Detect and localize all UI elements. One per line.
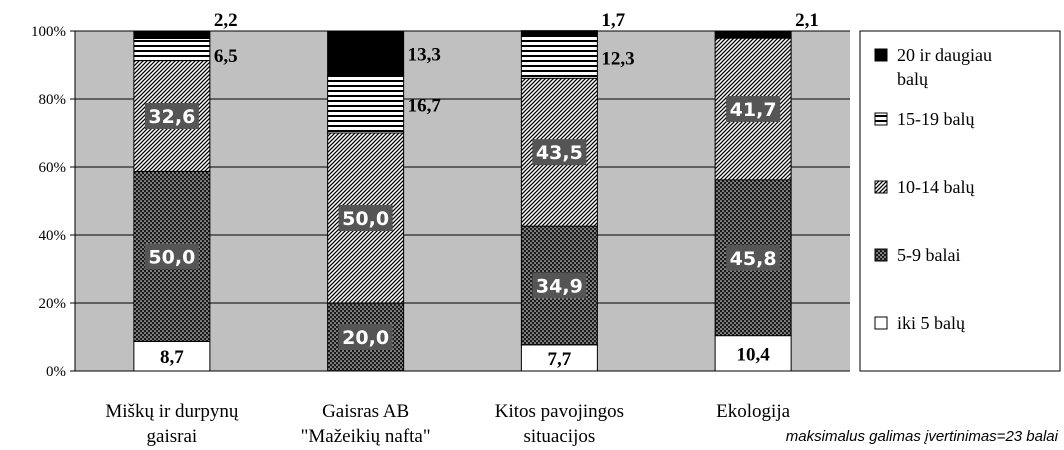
y-tick-label: 20% — [39, 296, 67, 312]
legend-swatch — [874, 112, 888, 126]
data-label: 34,9 — [536, 275, 583, 297]
data-label: 43,5 — [536, 142, 583, 164]
legend-label: 20 ir daugiau — [897, 45, 992, 65]
legend-label: iki 5 balų — [897, 313, 966, 333]
legend-swatch — [874, 316, 888, 330]
data-label-box — [532, 272, 587, 299]
legend-label: balų — [897, 69, 929, 89]
legend-swatch — [874, 248, 888, 262]
bar-segment-15-19-bal — [520, 35, 598, 79]
legend: 20 ir daugiau balų 15-19 balų 10-14 balų 5-9… — [859, 30, 1061, 372]
data-label: 2,2 — [214, 10, 238, 31]
data-label: 1,7 — [601, 10, 625, 31]
data-label: 10,4 — [737, 344, 771, 365]
data-label: 6,5 — [214, 46, 238, 67]
legend-label: 10-14 balų — [897, 177, 975, 197]
bar-segment-iki-5-bal — [133, 340, 211, 372]
data-label: 16,7 — [408, 96, 442, 117]
data-label: 50,0 — [148, 246, 195, 268]
data-label: 13,3 — [408, 45, 441, 66]
y-tick-label: 0% — [46, 364, 66, 380]
data-label: 32,6 — [148, 106, 195, 128]
bar-segment-20-ir-daugiau-bal — [133, 30, 211, 39]
data-label: 7,7 — [548, 349, 572, 370]
data-label-box — [726, 96, 781, 123]
bar-segment-iki-5-bal — [714, 335, 792, 372]
data-label-box — [726, 244, 781, 271]
data-label-box — [532, 139, 587, 166]
data-label-box — [338, 324, 393, 350]
data-label: 20,0 — [342, 327, 389, 349]
legend-label: 15-19 balų — [897, 109, 975, 129]
plot-area: 0% 20% 40% 60% 80% 100% Miškų ir durpynų gaisra… — [31, 10, 850, 447]
legend-swatch — [874, 48, 888, 62]
data-label: 12,3 — [601, 48, 634, 69]
data-label-box — [144, 243, 199, 270]
x-category-label: Ekologija — [716, 401, 790, 422]
x-category-label: Gaisras AB — [322, 401, 409, 422]
y-tick-label: 60% — [39, 160, 67, 176]
x-category-label: "Mažeikių nafta" — [301, 426, 431, 447]
data-label: 8,7 — [160, 347, 184, 368]
bar-segment-15-19-bal — [327, 75, 405, 134]
bar-segment-20-ir-daugiau-bal — [714, 30, 792, 39]
data-label: 45,8 — [730, 248, 777, 270]
bar-segment-20-ir-daugiau-bal — [327, 30, 405, 77]
y-tick-label: 40% — [39, 228, 67, 244]
x-category-label: situacijos — [523, 426, 595, 447]
x-category-label: Kitos pavojingos — [495, 401, 624, 422]
data-label-box — [338, 205, 393, 231]
bar-segment-15-19-bal — [133, 37, 211, 62]
bar-segment-20-ir-daugiau-bal — [520, 30, 598, 37]
x-category-label: gaisrai — [147, 426, 198, 447]
legend-box — [859, 30, 1061, 372]
data-label: 2,1 — [795, 10, 819, 31]
x-category-label: Miškų ir durpynų — [105, 401, 239, 422]
legend-swatch — [874, 180, 888, 194]
y-tick-label: 100% — [31, 24, 66, 40]
bar-segment-iki-5-bal — [520, 344, 598, 372]
data-label: 41,7 — [730, 99, 777, 121]
data-label-box — [144, 103, 199, 129]
legend-label: 5-9 balai — [897, 245, 960, 265]
data-label: 50,0 — [342, 208, 389, 230]
y-tick-label: 80% — [39, 92, 67, 108]
footnote: maksimalus galimas įvertinimas=23 balai — [785, 428, 1058, 445]
